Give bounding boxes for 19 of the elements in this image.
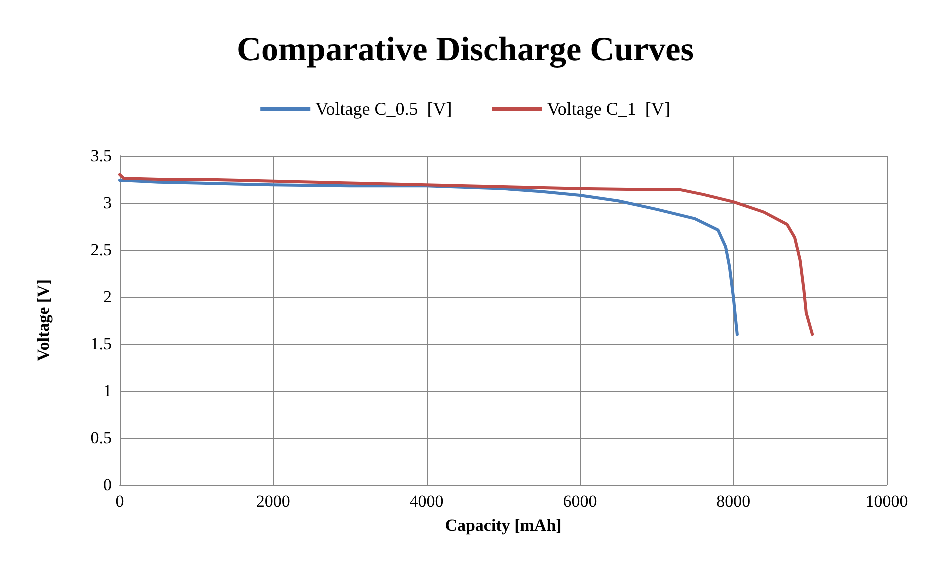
y-tick-label: 0.5 [90,428,112,448]
legend-label: Voltage C_1 [V] [547,99,670,119]
y-axis-title: Voltage [V] [34,280,53,362]
legend-label: Voltage C_0.5 [V] [316,99,452,119]
y-tick-label: 2.5 [90,240,112,260]
y-tick-label: 3 [104,194,112,212]
x-tick-label: 2000 [256,492,290,511]
x-tick-label: 0 [116,492,124,511]
y-tick-label: 3.5 [90,146,112,166]
x-tick-label: 6000 [563,492,598,511]
y-tick-label: 1.5 [90,334,112,354]
x-tick-label: 4000 [410,492,444,511]
y-tick-label: 2 [104,288,112,306]
x-axis-title: Capacity [mAh] [445,516,562,535]
y-tick-label: 1 [104,382,112,400]
chart-title: Comparative Discharge Curves [236,32,694,68]
y-tick-label: 0 [104,476,112,494]
x-tick-label: 10000 [866,492,908,511]
x-tick-label: 8000 [716,492,751,511]
